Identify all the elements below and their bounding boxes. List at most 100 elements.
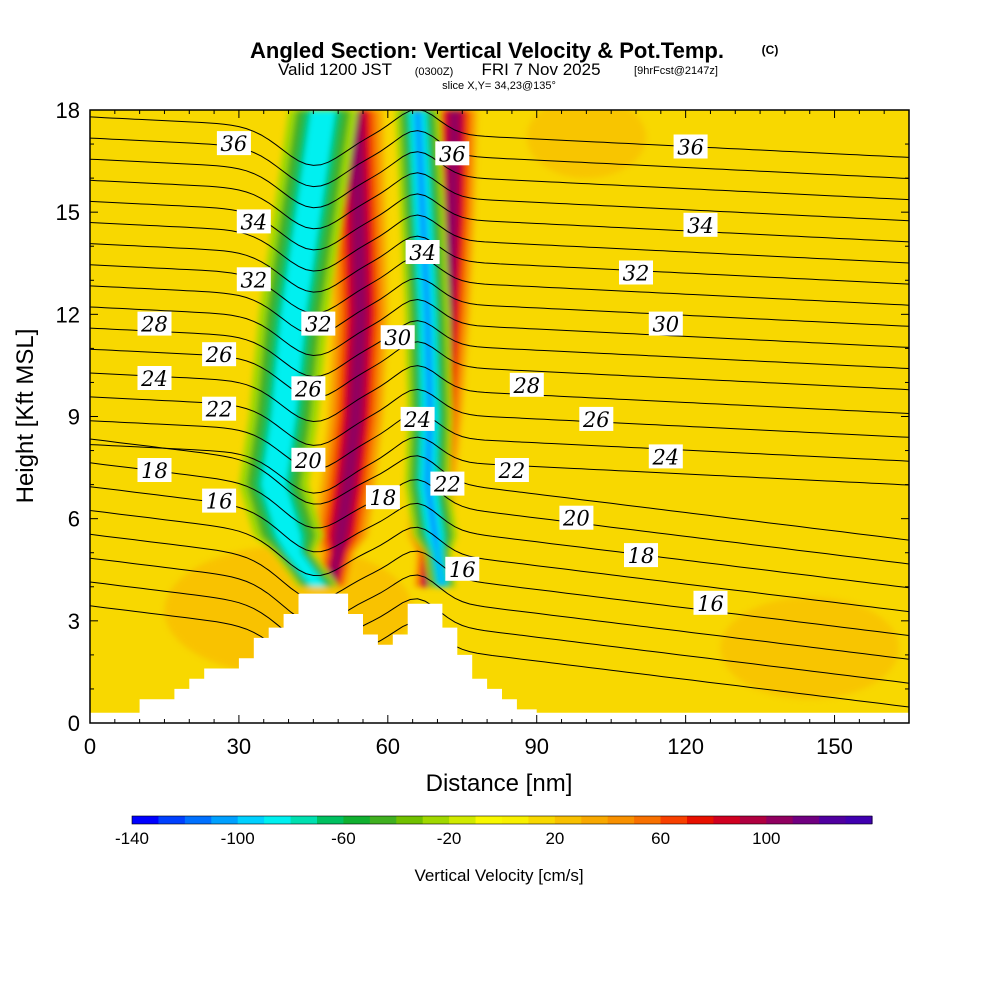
contour-label-24: 24	[137, 366, 172, 391]
colorbar-swatch	[819, 816, 847, 824]
contour-label-32: 32	[301, 311, 336, 337]
chart-title-block: Angled Section: Vertical Velocity & Pot.…	[250, 38, 778, 92]
colorbar-swatch	[713, 816, 741, 824]
contour-label-text: 32	[240, 268, 267, 292]
colorbar-swatch	[634, 816, 662, 824]
contour-label-36: 36	[216, 131, 251, 156]
colorbar-swatch	[687, 816, 715, 824]
y-axis-label: Height [Kft MSL]	[12, 329, 39, 504]
contour-label-bg	[619, 260, 653, 285]
theta-contour-20	[90, 462, 909, 565]
colorbar-tick-label: -60	[331, 829, 356, 848]
theta-contour-30	[90, 256, 909, 314]
x-tick-label: 150	[816, 734, 853, 759]
contour-label-bg	[693, 590, 728, 615]
contour-label-16: 16	[202, 488, 237, 514]
contour-label-text: 18	[628, 544, 655, 568]
vertical-velocity-field	[90, 110, 909, 723]
contour-label-26: 26	[202, 342, 237, 367]
colorbar-swatch	[581, 816, 609, 824]
contour-label-28: 28	[137, 311, 172, 337]
contour-label-30: 30	[380, 325, 415, 350]
contour-label-text: 30	[384, 326, 411, 350]
theta-contour-37	[90, 110, 909, 166]
colorbar-swatch	[792, 816, 820, 824]
contour-label-bg	[559, 505, 594, 530]
contour-label-bg	[137, 366, 172, 390]
contour-label-32: 32	[619, 260, 653, 286]
y-tick-label: 15	[56, 200, 80, 225]
contour-label-bg	[648, 311, 683, 336]
contour-label-text: 16	[449, 558, 476, 582]
contour-label-text: 16	[697, 592, 724, 616]
plot-area	[90, 110, 909, 723]
colorbar-swatch	[607, 816, 635, 824]
contour-label-text: 26	[294, 377, 322, 401]
subtitle-zulu: (0300Z)	[415, 66, 454, 78]
theta-contour-34	[90, 172, 909, 230]
contour-label-24: 24	[648, 444, 683, 469]
contour-label-bg	[137, 311, 172, 336]
contour-label-bg	[624, 543, 658, 568]
contour-label-text: 22	[433, 473, 461, 497]
x-tick-label: 120	[667, 734, 704, 759]
colorbar-swatch	[290, 816, 318, 824]
contour-label-26: 26	[579, 406, 614, 432]
theta-contour-33	[90, 193, 909, 251]
contour-label-bg	[137, 458, 172, 482]
contour-label-34: 34	[683, 212, 718, 238]
contour-label-bg	[202, 396, 237, 421]
theta-contour-32	[90, 214, 909, 272]
contour-label-bg	[673, 134, 708, 159]
theta-contour-14	[90, 605, 909, 708]
contour-label-text: 24	[651, 445, 679, 469]
contour-label-bg	[291, 376, 326, 401]
colorbar-swatch	[132, 816, 160, 824]
contour-label-text: 28	[140, 313, 168, 337]
theta-contour-17	[90, 533, 909, 636]
colorbar: -140 -100 -60 -20 20 60 100	[115, 815, 873, 848]
theta-contour-18	[90, 510, 909, 613]
colorbar-swatch	[660, 816, 688, 824]
contour-label-text: 16	[206, 490, 233, 514]
contour-label-28: 28	[509, 372, 544, 398]
contour-label-text: 36	[439, 142, 466, 166]
contour-label-text: 32	[623, 262, 650, 286]
colorbar-tick-label: 20	[545, 829, 564, 848]
contour-labels: 16 16 16 18 18 18 20 20 22 22 22 24 24 24 26 26 26 28 28 30…	[137, 131, 728, 616]
subtitle-date: FRI 7 Nov 2025	[481, 60, 600, 79]
colorbar-swatch	[449, 816, 477, 824]
contour-label-text: 34	[409, 241, 436, 265]
contour-label-bg	[648, 444, 683, 469]
contour-label-text: 26	[582, 408, 610, 432]
theta-contour-25	[90, 365, 909, 423]
contour-label-bg	[494, 458, 529, 482]
chart-title-unit: (C)	[762, 43, 779, 57]
colorbar-swatch	[184, 816, 212, 824]
contour-label-18: 18	[624, 543, 658, 568]
theta-contour-35	[90, 151, 909, 209]
contour-label-bg	[365, 485, 400, 510]
x-tick-label: 0	[84, 734, 96, 759]
y-tick-label: 18	[56, 98, 80, 123]
contour-label-text: 34	[687, 214, 714, 238]
contour-label-bg	[509, 372, 544, 397]
subtitle-forecast: [9hrFcst@2147z]	[634, 65, 718, 77]
contour-label-text: 20	[562, 507, 590, 531]
contour-label-text: 18	[370, 486, 397, 510]
x-tick-label: 30	[227, 734, 251, 759]
theta-contours	[90, 110, 909, 708]
contour-label-text: 34	[240, 210, 267, 234]
colorbar-frame	[131, 815, 873, 825]
slice-text: slice X,Y= 34,23@135°	[442, 80, 556, 92]
vv-features	[164, 110, 900, 700]
terrain	[90, 593, 909, 723]
colorbar-swatch	[158, 816, 186, 824]
contour-label-bg	[236, 267, 271, 292]
y-tick-label: 0	[68, 711, 80, 736]
colorbar-tick-label: -100	[221, 829, 255, 848]
contour-label-bg	[435, 141, 470, 166]
colorbar-tick-label: -140	[115, 829, 149, 848]
contour-label-bg	[380, 325, 415, 350]
colorbar-label: Vertical Velocity [cm/s]	[414, 866, 583, 885]
